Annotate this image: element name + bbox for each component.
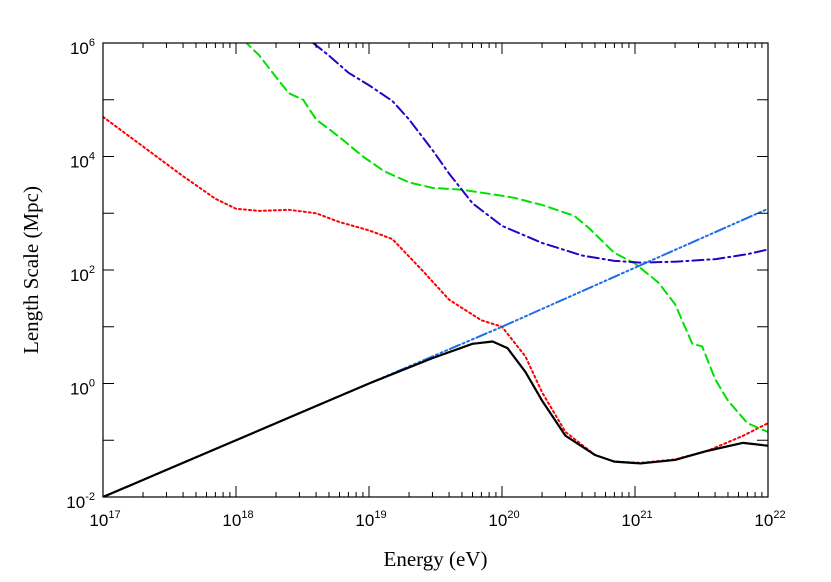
- x-tick-label: 1017: [89, 509, 120, 530]
- tick-label-layer: 1017 1018 1019 1020 1021 1022 10-2 100 102 104 106: [66, 37, 785, 530]
- y-axis-title: Length Scale (Mpc): [19, 186, 43, 354]
- plot-frame: [102, 42, 769, 498]
- tick-layer: [102, 42, 769, 498]
- series-layer: [103, 43, 768, 497]
- series-line-4: [312, 43, 768, 264]
- series-line-1: [103, 340, 768, 497]
- x-tick-label: 1019: [355, 509, 386, 530]
- series-line-2: [103, 115, 768, 464]
- y-tick-label: 10-2: [66, 491, 95, 512]
- x-tick-label: 1022: [754, 509, 785, 530]
- x-tick-label: 1021: [621, 509, 652, 530]
- series-line-3: [245, 43, 768, 433]
- y-tick-label: 102: [70, 264, 95, 285]
- y-tick-label: 104: [70, 151, 95, 172]
- x-tick-label: 1018: [222, 509, 253, 530]
- y-tick-label: 106: [70, 37, 95, 58]
- x-tick-label: 1020: [488, 509, 519, 530]
- x-axis-title: Energy (eV): [384, 547, 488, 571]
- y-tick-label: 100: [70, 378, 95, 399]
